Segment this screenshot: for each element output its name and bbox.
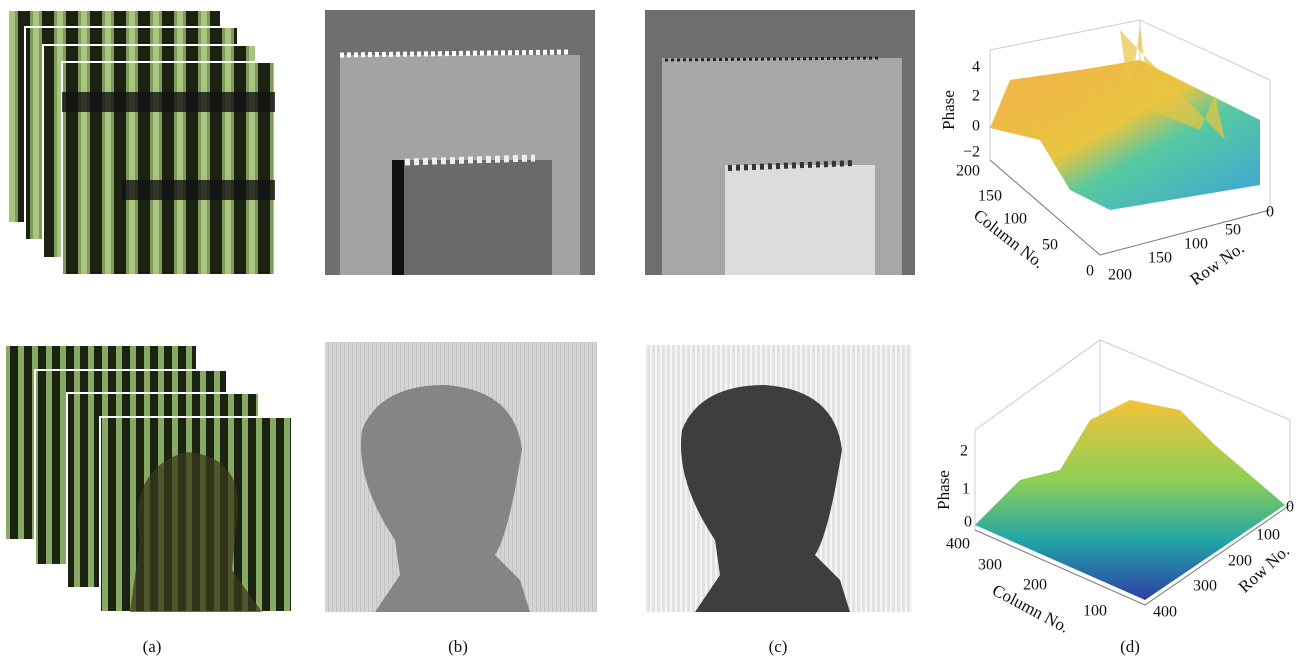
tick-label: 0 <box>1286 499 1294 516</box>
tick-label: 300 <box>978 557 1002 574</box>
tick-label: 200 <box>1023 577 1047 594</box>
panel-label: (a) <box>143 637 162 656</box>
tick-label: 0 <box>1266 204 1274 221</box>
tick-label: 50 <box>1225 222 1241 239</box>
tick-label: 50 <box>1042 237 1058 254</box>
tick-label: 4 <box>972 59 980 76</box>
figure: (a) (b) (c) (d) Phase 4 2 0 −2 200 150 1… <box>0 0 1303 663</box>
fringe-stack <box>8 10 275 275</box>
axis-label: Phase <box>934 470 953 510</box>
surface-plot <box>990 20 1270 255</box>
tick-label: 0 <box>972 118 980 135</box>
panel-label: (d) <box>1120 637 1140 656</box>
fringe-stack <box>5 345 292 612</box>
tick-label: 200 <box>1108 267 1132 284</box>
tick-label: 0 <box>1086 263 1094 280</box>
unwrapped-phase-image <box>645 10 915 275</box>
tick-label: 100 <box>1184 236 1208 253</box>
wrapped-phase-image <box>325 10 595 275</box>
tick-label: 400 <box>946 536 970 553</box>
panel-label: (b) <box>448 637 468 656</box>
axis-label: Phase <box>939 90 958 130</box>
tick-label: 1 <box>962 481 970 498</box>
tick-label: 0 <box>964 514 972 531</box>
tick-label: 100 <box>1083 603 1107 620</box>
tick-label: 400 <box>1153 604 1177 621</box>
tick-label: 200 <box>956 163 980 180</box>
tick-label: 100 <box>1256 527 1280 544</box>
tick-label: 300 <box>1193 578 1217 595</box>
tick-label: −2 <box>963 144 980 161</box>
tick-label: 2 <box>960 443 968 460</box>
unwrapped-phase-image <box>645 345 912 612</box>
panel-label: (c) <box>769 637 788 656</box>
tick-label: 2 <box>972 88 980 105</box>
tick-label: 150 <box>978 188 1002 205</box>
tick-label: 200 <box>1228 553 1252 570</box>
wrapped-phase-image <box>325 342 597 612</box>
tick-label: 150 <box>1148 250 1172 267</box>
